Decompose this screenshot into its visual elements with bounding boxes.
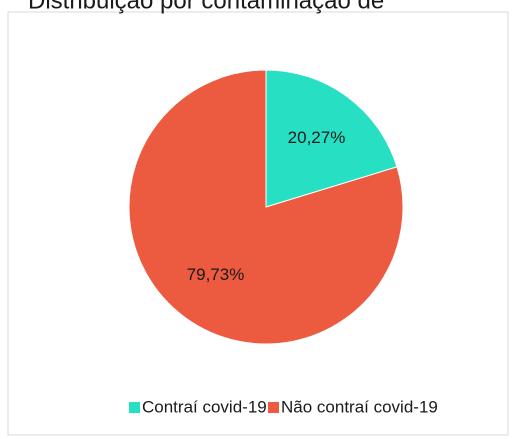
legend-swatch [129, 402, 140, 413]
pie-slice [128, 69, 404, 345]
pie: 20,27% 79,73% [128, 69, 404, 345]
data-label: 79,73% [187, 265, 245, 284]
legend-swatch [268, 402, 279, 413]
pie-slice [265, 69, 398, 208]
legend: Contraí covid-19 Não contraí covid-19 [129, 397, 438, 416]
chart-title: Distribuição por contaminação de [28, 0, 384, 14]
data-label: 20,27% [288, 128, 346, 147]
legend-label: Contraí covid-19 [142, 397, 267, 416]
legend-label: Não contraí covid-19 [281, 397, 438, 416]
